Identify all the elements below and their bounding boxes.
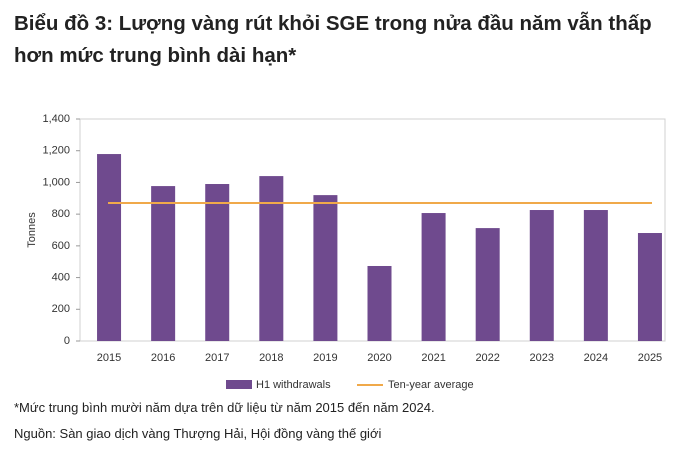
x-tick-label: 2018 — [259, 352, 283, 364]
y-tick-label: 1,200 — [42, 145, 70, 157]
bar — [421, 213, 446, 341]
x-tick-label: 2015 — [97, 352, 121, 364]
x-tick-label: 2022 — [475, 352, 499, 364]
y-tick-label: 1,000 — [42, 176, 70, 188]
bar — [205, 184, 230, 341]
x-tick-label: 2017 — [205, 352, 229, 364]
y-tick-label: 400 — [52, 271, 70, 283]
x-tick-label: 2020 — [367, 352, 391, 364]
bar — [151, 186, 176, 341]
y-tick-label: 200 — [52, 303, 70, 315]
y-tick-label: 0 — [64, 335, 70, 347]
footnote: *Mức trung bình mười năm dựa trên dữ liệ… — [14, 400, 435, 415]
x-tick-label: 2016 — [151, 352, 175, 364]
bar — [313, 195, 338, 341]
x-tick-label: 2023 — [530, 352, 554, 364]
y-tick-label: 600 — [52, 240, 70, 252]
bar — [97, 154, 122, 341]
x-tick-label: 2024 — [584, 352, 608, 364]
x-tick-label: 2019 — [313, 352, 337, 364]
bar — [529, 210, 554, 341]
bar — [583, 210, 608, 341]
legend-swatch — [226, 380, 252, 389]
y-tick-label: 1,400 — [42, 113, 70, 125]
chart-title: Biểu đồ 3: Lượng vàng rút khỏi SGE trong… — [14, 12, 652, 67]
y-tick-label: 800 — [52, 208, 70, 220]
source: Nguồn: Sàn giao dịch vàng Thượng Hải, Hộ… — [14, 426, 382, 441]
bar — [259, 176, 284, 341]
bar — [475, 228, 500, 341]
y-axis-label: Tonnes — [26, 212, 38, 248]
x-tick-label: 2021 — [421, 352, 445, 364]
bar — [637, 233, 662, 341]
legend-label: Ten-year average — [388, 379, 474, 391]
legend-label: H1 withdrawals — [256, 379, 331, 391]
bar — [367, 265, 392, 341]
x-tick-label: 2025 — [638, 352, 662, 364]
